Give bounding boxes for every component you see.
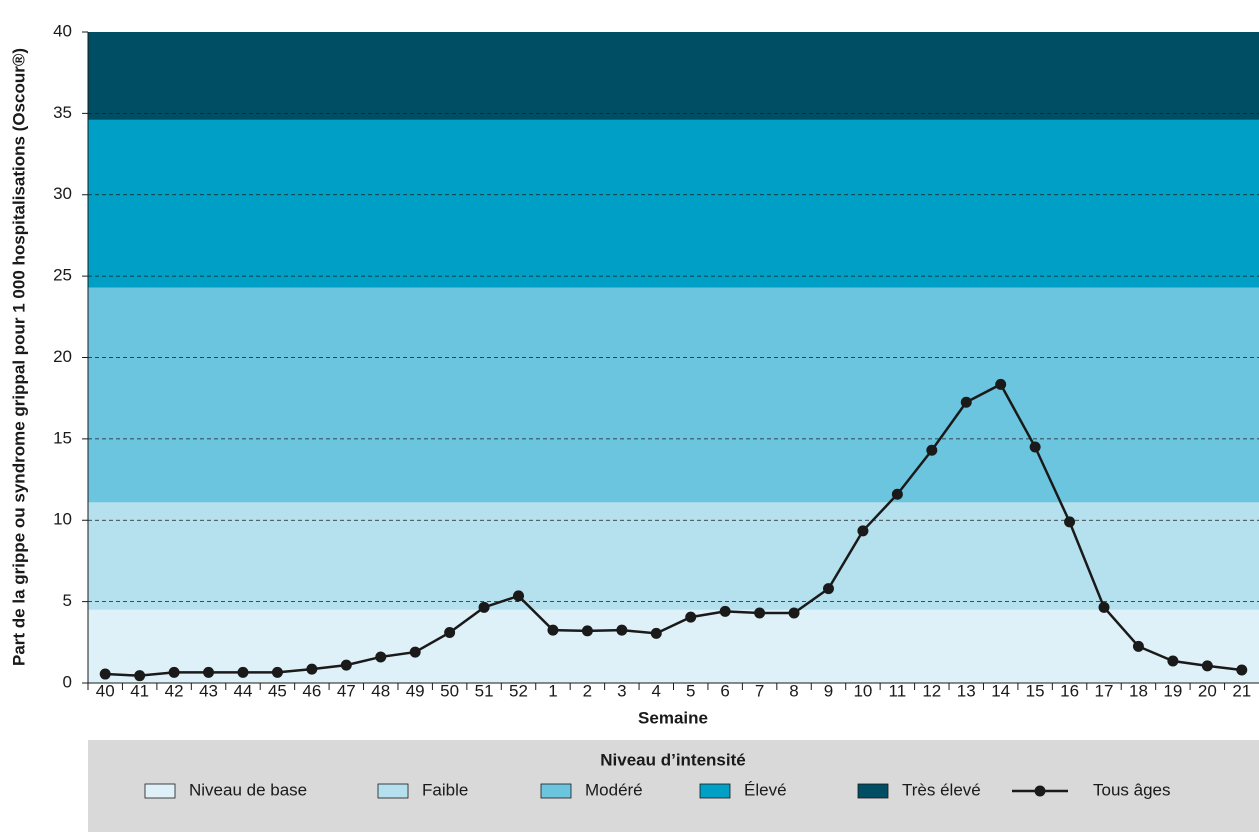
data-point — [788, 607, 800, 619]
data-point — [857, 525, 869, 537]
x-tick-label: 12 — [922, 681, 941, 700]
data-point — [134, 670, 146, 682]
legend-swatch — [377, 783, 409, 799]
data-point — [237, 666, 249, 678]
data-point — [581, 625, 593, 637]
x-tick-label: 20 — [1198, 681, 1217, 700]
data-point — [99, 668, 111, 680]
x-tick-label: 5 — [686, 681, 695, 700]
x-axis-title: Semaine — [638, 708, 708, 727]
legend-swatch — [540, 783, 572, 799]
intensity-band — [88, 119, 1259, 288]
intensity-band — [88, 287, 1259, 503]
y-tick-label: 35 — [53, 103, 72, 122]
data-point — [1201, 660, 1213, 672]
x-tick-label: 51 — [475, 681, 494, 700]
data-point — [685, 611, 697, 623]
x-tick-label: 11 — [889, 681, 907, 700]
data-point — [960, 396, 972, 408]
data-point — [444, 627, 456, 639]
y-tick-label: 5 — [63, 591, 72, 610]
data-point — [340, 659, 352, 671]
legend-label: Niveau de base — [189, 780, 307, 799]
y-tick-label: 0 — [63, 672, 72, 691]
x-tick-label: 16 — [1060, 681, 1079, 700]
x-tick-label: 14 — [991, 681, 1010, 700]
x-tick-label: 4 — [652, 681, 661, 700]
y-tick-label: 15 — [53, 428, 72, 447]
x-tick-label: 10 — [853, 681, 872, 700]
data-point — [375, 651, 387, 663]
y-tick-label: 10 — [53, 510, 72, 529]
legend-swatch — [144, 783, 176, 799]
data-point — [203, 666, 215, 678]
data-point — [1167, 655, 1179, 667]
data-point — [547, 624, 559, 636]
data-point — [513, 590, 525, 602]
data-point — [926, 444, 938, 456]
legend-label: Faible — [422, 780, 468, 799]
x-tick-label: 48 — [371, 681, 390, 700]
data-point — [822, 583, 834, 595]
legend-swatch — [699, 783, 731, 799]
series-line — [105, 382, 1242, 677]
data-point — [1064, 516, 1076, 528]
data-point — [1029, 441, 1041, 453]
x-tick-label: 42 — [165, 681, 184, 700]
x-tick-label: 8 — [789, 681, 798, 700]
legend-label: Tous âges — [1093, 780, 1171, 799]
data-point — [168, 666, 180, 678]
data-point — [1098, 601, 1110, 613]
y-tick-label: 25 — [53, 266, 72, 285]
legend-label: Très élevé — [902, 780, 981, 799]
x-tick-label: 15 — [1026, 681, 1045, 700]
data-point — [306, 663, 318, 675]
data-point — [616, 624, 628, 636]
data-point — [409, 646, 421, 658]
y-tick-label: 30 — [53, 184, 72, 203]
x-tick-label: 17 — [1095, 681, 1114, 700]
legend-label: Élevé — [744, 780, 787, 799]
data-point — [891, 488, 903, 500]
data-point — [719, 605, 731, 617]
x-tick-label: 13 — [957, 681, 976, 700]
x-tick-label: 21 — [1232, 681, 1251, 700]
data-point — [1132, 640, 1144, 652]
x-tick-label: 46 — [302, 681, 321, 700]
x-tick-label: 6 — [720, 681, 729, 700]
legend-marker — [1034, 785, 1046, 797]
data-point — [1236, 664, 1248, 676]
y-tick-label: 40 — [53, 21, 72, 40]
x-tick-label: 40 — [96, 681, 115, 700]
legend-swatch — [857, 783, 889, 799]
data-point — [271, 666, 283, 678]
x-tick-label: 2 — [583, 681, 592, 700]
legend-title: Niveau d’intensité — [600, 750, 745, 769]
x-tick-label: 49 — [406, 681, 425, 700]
legend-box — [88, 740, 1259, 832]
x-tick-label: 19 — [1163, 681, 1182, 700]
data-point — [995, 378, 1007, 390]
x-tick-label: 18 — [1129, 681, 1148, 700]
intensity-band — [88, 32, 1259, 120]
x-tick-label: 9 — [824, 681, 833, 700]
x-tick-label: 41 — [130, 681, 149, 700]
x-tick-label: 3 — [617, 681, 626, 700]
data-point — [478, 601, 490, 613]
x-tick-label: 47 — [337, 681, 356, 700]
x-tick-label: 43 — [199, 681, 218, 700]
y-tick-label: 20 — [53, 347, 72, 366]
x-tick-label: 50 — [440, 681, 459, 700]
x-tick-label: 44 — [234, 681, 253, 700]
x-tick-label: 7 — [755, 681, 764, 700]
data-point — [754, 607, 766, 619]
x-tick-label: 45 — [268, 681, 287, 700]
x-tick-label: 1 — [548, 681, 557, 700]
y-axis-title: Part de la grippe ou syndrome grippal po… — [9, 48, 28, 666]
data-point — [650, 627, 662, 639]
x-tick-label: 52 — [509, 681, 528, 700]
legend-label: Modéré — [585, 780, 643, 799]
